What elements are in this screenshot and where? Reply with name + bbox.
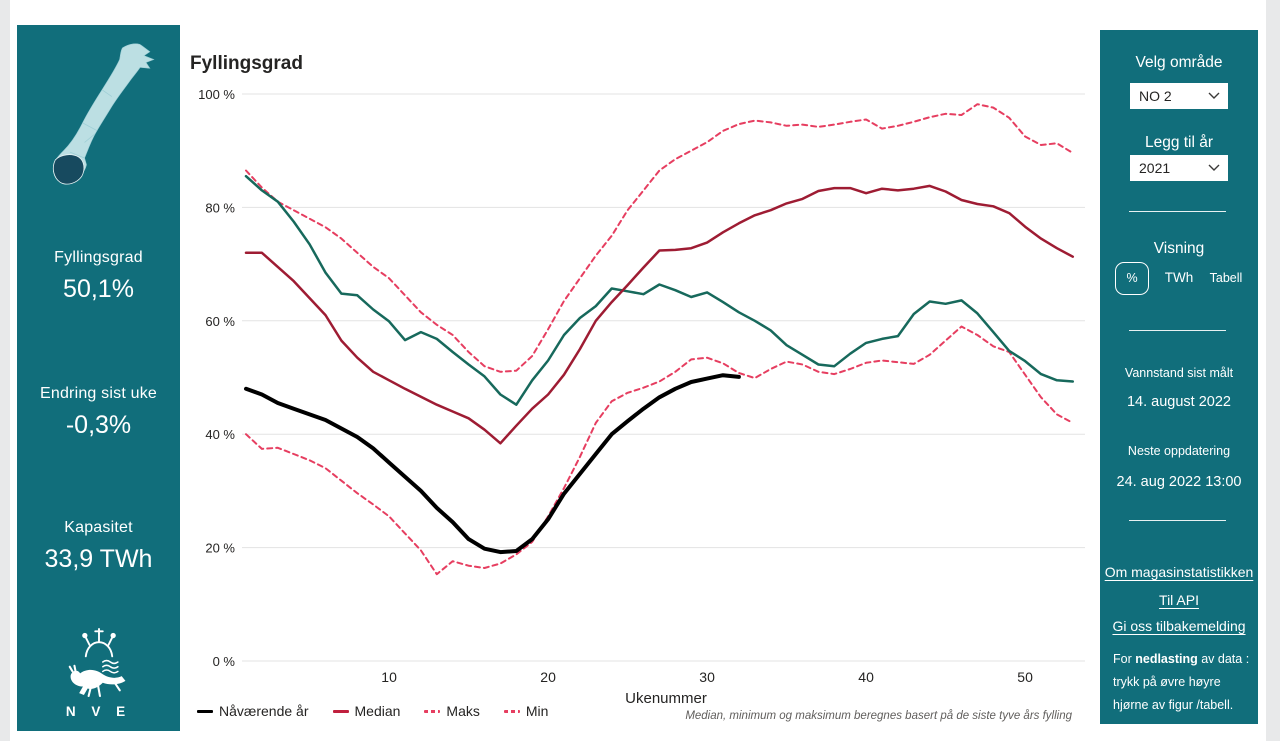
x-tick-label: 20 (540, 669, 556, 685)
vannstand-value: 14. august 2022 (1126, 394, 1231, 410)
link-om-magasinstatistikken[interactable]: Om magasinstatistikken (1104, 564, 1254, 580)
fyllingsgrad-value: 50,1% (63, 275, 134, 303)
series-year2021[interactable] (244, 174, 1075, 406)
view-tabell-button[interactable]: Tabell (1209, 271, 1243, 285)
x-tick-label: 50 (1017, 669, 1033, 685)
legend-label-min: Min (525, 703, 549, 719)
download-note-bold: nedlasting (1135, 652, 1198, 666)
left-edge-strip (0, 0, 10, 741)
right-edge-strip (1266, 0, 1280, 741)
y-tick-label: 100 % (198, 87, 235, 102)
series-maks[interactable] (245, 103, 1074, 373)
norway-map[interactable] (45, 42, 165, 196)
legend-label-current: Nåværende år (219, 703, 309, 719)
legend-swatch-min (503, 709, 520, 713)
x-tick-label: 40 (858, 669, 874, 685)
legend-item-current[interactable]: Nåværende år (197, 703, 309, 719)
endring-value: -0,3% (65, 411, 132, 439)
chevron-down-icon (1208, 92, 1220, 99)
divider (1129, 211, 1226, 212)
y-tick-label: 60 % (205, 314, 235, 329)
kapasitet-label: Kapasitet (64, 519, 133, 536)
link-gi-oss-tilbakemelding[interactable]: Gi oss tilbakemelding (1112, 618, 1246, 634)
velg-omrade-label: Velg område (1135, 54, 1223, 71)
nve-logo-text: N V E (65, 704, 132, 719)
legend-label-median: Median (354, 703, 401, 719)
view-percent-button[interactable]: % (1115, 262, 1149, 295)
x-tick-label: 10 (381, 669, 397, 685)
series-median[interactable] (244, 184, 1075, 445)
neste-oppdatering-label: Neste oppdatering (1127, 444, 1231, 458)
download-note: For nedlasting av data : trykk på øvre h… (1113, 652, 1250, 713)
nve-logo (68, 628, 125, 698)
y-tick-label: 0 % (213, 654, 236, 669)
y-tick-label: 20 % (205, 541, 235, 556)
y-tick-label: 80 % (205, 200, 235, 215)
view-twh-button[interactable]: TWh (1164, 270, 1194, 285)
fyllingsgrad-label: Fyllingsgrad (54, 249, 143, 266)
legend-swatch-current (197, 709, 213, 713)
area-select-dropdown[interactable]: NO 2 (1130, 83, 1228, 109)
area-select-value: NO 2 (1139, 88, 1172, 104)
chart-title: Fyllingsgrad (190, 53, 303, 74)
legend-label-maks: Maks (446, 703, 480, 719)
chart-footnote: Median, minimum og maksimum beregnes bas… (685, 710, 1072, 722)
divider (1129, 520, 1226, 521)
visning-label: Visning (1153, 240, 1205, 257)
legend-item-min[interactable]: Min (503, 703, 549, 719)
legend-item-median[interactable]: Median (332, 703, 401, 719)
neste-oppdatering-value: 24. aug 2022 13:00 (1116, 474, 1242, 490)
right-sidebar: Velg område NO 2 Legg til år 2021 Visnin… (1100, 30, 1258, 724)
fyllingsgrad-line-chart[interactable]: 0 % 20 % 40 % 60 % 80 % 100 % 10 20 30 40 50 (180, 0, 1095, 741)
chevron-down-icon (1208, 164, 1220, 171)
year-select-dropdown[interactable]: 2021 (1130, 155, 1228, 181)
map-region-no2[interactable] (52, 154, 85, 185)
endring-label: Endring sist uke (39, 385, 158, 402)
x-axis-title: Ukenummer (625, 690, 707, 707)
divider (1129, 330, 1226, 331)
x-tick-label: 30 (699, 669, 715, 685)
left-sidebar: Fyllingsgrad 50,1% Endring sist uke -0,3… (17, 25, 180, 731)
map-region-borders (69, 89, 113, 159)
chart-legend: Nåværende år Median Maks Min (197, 703, 548, 719)
legend-swatch-maks (424, 709, 441, 713)
kapasitet-value: 33,9 TWh (44, 545, 153, 573)
y-tick-label: 40 % (205, 427, 235, 442)
legg-til-ar-label: Legg til år (1144, 134, 1214, 151)
link-til-api[interactable]: Til API (1159, 592, 1199, 608)
legend-item-maks[interactable]: Maks (424, 703, 480, 719)
legend-swatch-median (332, 709, 349, 713)
vannstand-label: Vannstand sist målt (1124, 366, 1234, 380)
year-select-value: 2021 (1139, 160, 1171, 176)
series-current[interactable] (244, 373, 741, 555)
series-min[interactable] (245, 325, 1074, 576)
